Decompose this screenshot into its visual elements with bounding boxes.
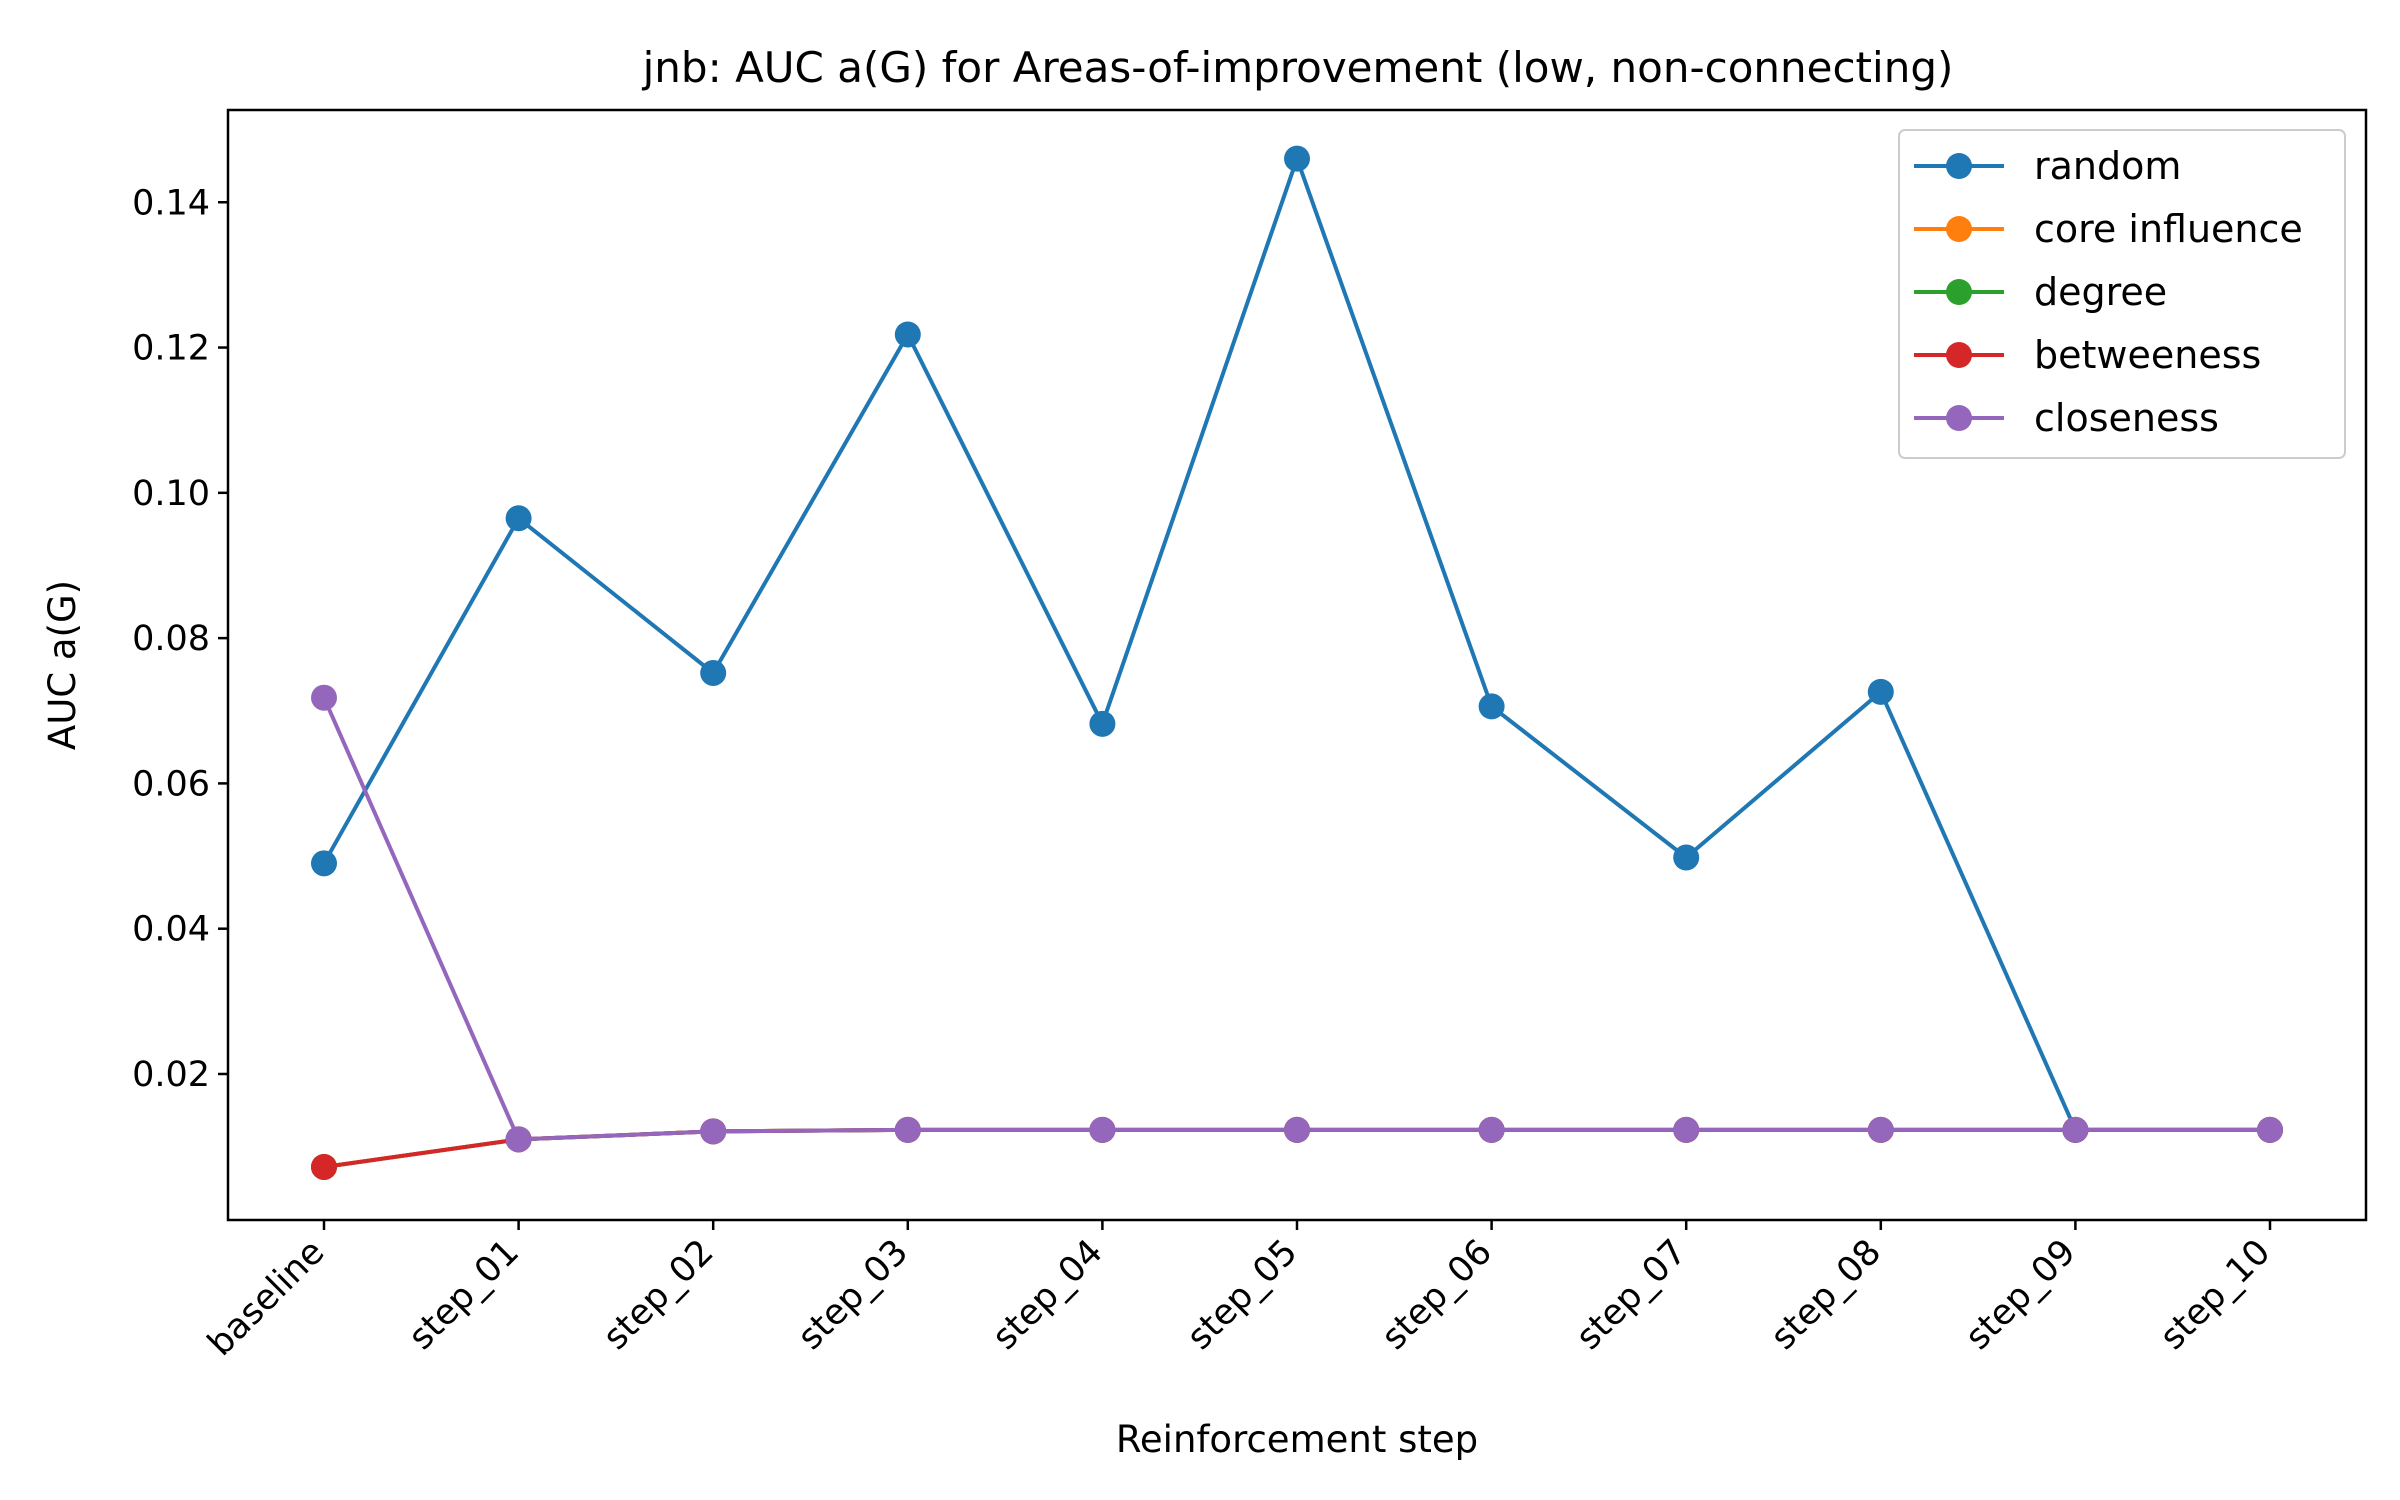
- data-point-random: [1867, 678, 1894, 705]
- y-tick-label: 0.12: [132, 329, 210, 369]
- legend-box: [1898, 129, 2346, 459]
- data-point-random: [311, 850, 337, 877]
- data-point-random: [505, 505, 532, 532]
- series-random: [311, 145, 2283, 1143]
- data-point-betweeness: [311, 1153, 337, 1180]
- y-axis: 0.02 0.04 0.06 0.08 0.10 0.12 0.14: [132, 183, 228, 1095]
- data-point-random: [700, 659, 727, 686]
- data-point-closeness: [2257, 1116, 2283, 1143]
- series-closeness: [311, 684, 2283, 1153]
- data-point-closeness: [894, 1116, 921, 1143]
- chart-title: jnb: AUC a(G) for Areas-of-improvement (…: [642, 43, 1954, 92]
- y-tick-label: 0.08: [132, 619, 210, 659]
- x-axis-label: Reinforcement step: [1116, 1418, 1478, 1461]
- legend-entry-random: random: [1914, 144, 2181, 188]
- legend-entry-betweeness: betweeness: [1914, 333, 2261, 377]
- data-point-closeness: [2062, 1116, 2089, 1143]
- data-point-random: [1673, 844, 1700, 871]
- data-point-closeness: [700, 1118, 727, 1145]
- data-point-closeness: [1867, 1116, 1894, 1143]
- legend-label-betweeness: betweeness: [2034, 333, 2261, 377]
- legend-marker-betweeness: [1946, 342, 1972, 368]
- legend-marker-core-influence: [1946, 216, 1972, 242]
- legend-label-closeness: closeness: [2034, 396, 2219, 440]
- y-tick-label: 0.06: [132, 764, 210, 804]
- data-point-closeness: [1478, 1116, 1505, 1143]
- legend-marker-random: [1946, 153, 1972, 179]
- series-layer: [311, 145, 2283, 1180]
- data-point-closeness: [1089, 1116, 1116, 1143]
- legend-entry-closeness: closeness: [1914, 396, 2219, 440]
- legend-marker-closeness: [1946, 405, 1972, 431]
- y-tick-label: 0.04: [132, 910, 210, 950]
- data-point-closeness: [505, 1126, 532, 1153]
- data-point-closeness: [1673, 1116, 1700, 1143]
- y-tick-label: 0.10: [132, 474, 210, 514]
- data-point-random: [1478, 693, 1505, 720]
- legend: random core influence degree betweeness clos…: [1898, 129, 2346, 459]
- legend-entry-degree: degree: [1914, 270, 2167, 314]
- y-tick-label: 0.02: [132, 1055, 210, 1095]
- y-axis-label: AUC a(G): [41, 580, 84, 750]
- legend-label-degree: degree: [2034, 270, 2167, 314]
- legend-label-random: random: [2034, 144, 2181, 188]
- legend-label-core-influence: core influence: [2034, 207, 2303, 251]
- legend-entry-core-influence: core influence: [1914, 207, 2303, 251]
- y-tick-label: 0.14: [132, 183, 210, 223]
- data-point-random: [894, 321, 921, 348]
- data-point-closeness: [311, 684, 337, 711]
- legend-marker-degree: [1946, 279, 1972, 305]
- data-point-random: [1284, 145, 1310, 172]
- data-point-closeness: [1284, 1116, 1310, 1143]
- data-point-random: [1089, 710, 1116, 737]
